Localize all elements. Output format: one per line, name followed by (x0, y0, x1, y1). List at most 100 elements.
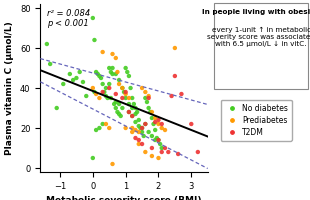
Point (108, 70, 113, 74)
Point (156, 138, 161, 142)
Point (162, 128, 167, 132)
Point (94, 128, 99, 132)
Point (123, 92, 128, 96)
Point (133, 120, 138, 124)
Point (105, 96, 110, 100)
Point (108, 96, 113, 100)
Point (136, 138, 141, 142)
Point (151, 122, 156, 126)
Point (138, 126, 143, 130)
Point (136, 124, 141, 128)
Point (130, 126, 135, 130)
Point (133, 112, 138, 116)
Point (113, 56, 118, 60)
Point (156, 156, 161, 160)
Point (153, 116, 158, 120)
Point (118, 114, 123, 118)
Point (156, 138, 161, 142)
Point (156, 122, 161, 126)
Point (136, 118, 141, 122)
Point (140, 130, 144, 134)
Point (144, 100, 149, 104)
Point (94, 92, 99, 96)
Point (166, 150, 171, 154)
Point (130, 106, 135, 110)
Point (169, 94, 174, 98)
Point (117, 112, 122, 116)
Point (113, 92, 118, 96)
Point (143, 150, 148, 154)
Point (122, 90, 126, 94)
Point (74, 76, 79, 80)
Point (100, 50, 105, 54)
Point (172, 46, 177, 50)
Point (81, 80, 86, 84)
Point (149, 146, 154, 150)
Point (146, 94, 151, 98)
Point (149, 116, 154, 120)
Point (54, 106, 59, 110)
Point (71, 78, 76, 82)
Legend: No diabetes, Prediabetes, T2DM: No diabetes, Prediabetes, T2DM (221, 100, 292, 141)
Point (107, 66, 112, 70)
Point (100, 82, 105, 86)
Point (92, 90, 97, 94)
Point (130, 114, 135, 118)
Point (130, 114, 135, 118)
Point (136, 142, 141, 146)
Point (149, 110, 154, 114)
Point (153, 120, 158, 124)
Point (104, 94, 108, 98)
Point (100, 90, 105, 94)
Point (140, 126, 144, 130)
Text: In people living with obesity:: In people living with obesity: (202, 9, 310, 15)
Point (176, 152, 181, 156)
Point (146, 130, 151, 134)
Point (120, 106, 125, 110)
Point (157, 142, 162, 146)
Point (133, 106, 138, 110)
Point (125, 70, 130, 74)
Point (77, 70, 82, 74)
Point (148, 110, 153, 114)
Point (94, 70, 99, 74)
Point (110, 72, 115, 76)
Point (104, 86, 108, 90)
Point (97, 96, 102, 100)
Point (140, 126, 144, 130)
Point (117, 102, 122, 106)
Point (162, 146, 167, 150)
Point (140, 86, 144, 90)
Point (143, 96, 148, 100)
Point (159, 126, 164, 130)
Point (110, 52, 115, 56)
Point (99, 76, 104, 80)
Point (123, 126, 128, 130)
Point (126, 110, 131, 114)
Point (90, 16, 95, 20)
Point (126, 102, 131, 106)
Point (97, 126, 102, 130)
Point (156, 118, 161, 122)
Text: r² = 0.084
p < 0.001: r² = 0.084 p < 0.001 (47, 9, 90, 28)
Point (130, 130, 135, 134)
Point (126, 110, 131, 114)
Point (100, 122, 105, 126)
Y-axis label: Plasma vitamin C (μmol/L): Plasma vitamin C (μmol/L) (5, 21, 14, 155)
Point (107, 126, 112, 130)
Point (97, 74, 102, 78)
Point (128, 86, 133, 90)
Point (95, 72, 100, 76)
Point (149, 134, 154, 138)
Point (123, 96, 128, 100)
Point (179, 92, 184, 96)
Point (117, 82, 122, 86)
Point (92, 38, 97, 42)
Point (107, 86, 112, 90)
Point (135, 110, 140, 114)
Point (149, 154, 154, 158)
Point (107, 82, 112, 86)
Point (120, 86, 125, 90)
Point (130, 96, 135, 100)
Point (113, 100, 118, 104)
